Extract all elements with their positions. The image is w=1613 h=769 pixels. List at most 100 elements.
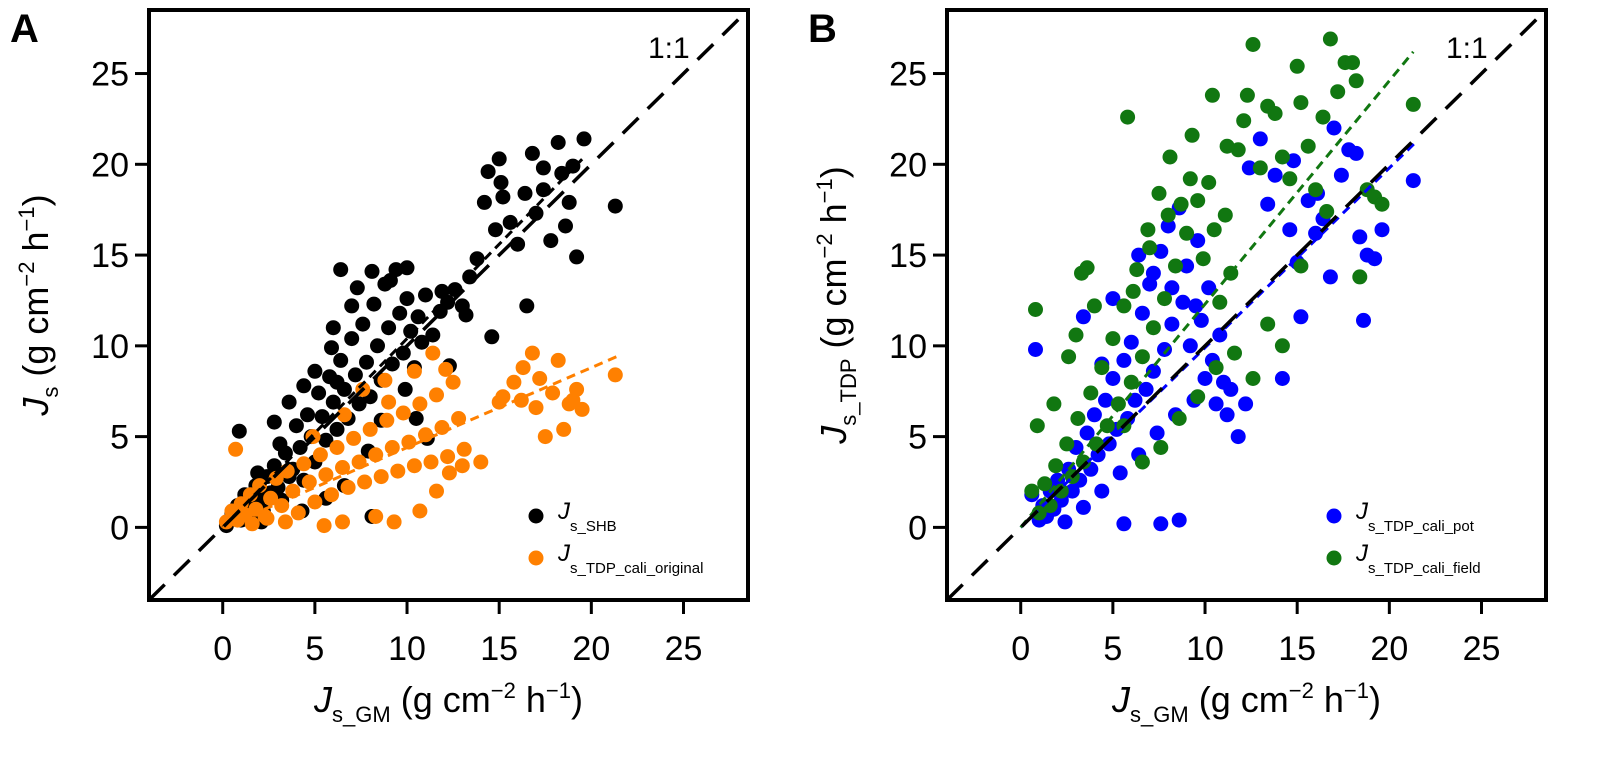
x-tick-label: 0	[1011, 630, 1030, 668]
y-label-units: (g cm	[15, 287, 56, 387]
data-point	[401, 434, 417, 450]
data-point	[329, 421, 345, 437]
data-point	[1175, 294, 1191, 310]
data-point	[550, 135, 566, 150]
series-J_s_TDP_cali_original	[218, 345, 623, 534]
data-point	[528, 400, 544, 416]
data-point	[1037, 476, 1053, 492]
data-point	[1112, 465, 1128, 481]
data-point	[1179, 225, 1195, 241]
x-label-sup: −2	[491, 678, 516, 703]
data-point	[1236, 113, 1252, 129]
data-point	[1151, 185, 1167, 201]
data-point	[1348, 145, 1364, 161]
data-point	[231, 423, 247, 439]
legend-label-sub: s_TDP_cali_pot	[1368, 518, 1475, 535]
data-point	[1352, 229, 1368, 245]
data-point	[1405, 96, 1421, 112]
data-point	[318, 432, 334, 448]
data-point	[1028, 302, 1043, 317]
data-point	[1367, 251, 1383, 267]
data-point	[1217, 207, 1233, 223]
data-point	[1230, 429, 1246, 445]
data-point	[1061, 349, 1077, 365]
data-point	[1120, 109, 1136, 125]
data-point	[458, 307, 474, 323]
data-point	[550, 352, 566, 368]
data-point	[263, 490, 279, 506]
data-point	[349, 280, 365, 296]
x-axis-title: Js_GM (g cm−2 h−1)	[1111, 678, 1381, 727]
x-axis-label: Js_GM (g cm−2 h−1)	[1111, 678, 1381, 727]
data-point	[1241, 160, 1257, 176]
data-point	[1125, 283, 1141, 299]
data-point	[359, 354, 374, 370]
data-point	[1145, 363, 1161, 379]
data-point	[1157, 291, 1172, 307]
data-point	[1138, 381, 1154, 397]
data-point	[1123, 334, 1139, 350]
data-point	[1075, 499, 1091, 515]
data-point	[1219, 138, 1235, 154]
data-point	[366, 296, 382, 312]
data-point	[1029, 418, 1045, 434]
data-point	[445, 374, 461, 390]
data-point	[1134, 305, 1150, 321]
data-point	[300, 407, 315, 423]
data-point	[1110, 396, 1126, 412]
data-point	[1300, 138, 1316, 154]
data-point	[301, 474, 317, 490]
fit-line-J_s_TDP_cali_original	[222, 354, 620, 529]
x-label-close: )	[571, 679, 583, 720]
data-point	[1116, 298, 1132, 314]
data-point	[1245, 371, 1261, 386]
data-point	[1086, 407, 1102, 423]
data-point	[1267, 106, 1283, 121]
x-label-units-end: h	[1314, 679, 1344, 720]
y-tick-label: 25	[91, 56, 129, 94]
x-label-sup2: −1	[1344, 678, 1369, 703]
data-point	[1094, 483, 1110, 499]
data-point	[423, 454, 439, 470]
data-point	[1356, 312, 1371, 328]
data-point	[272, 436, 288, 452]
legend-marker	[1326, 508, 1342, 524]
y-label-close: )	[813, 166, 854, 178]
legend-label-main: J	[1355, 498, 1369, 525]
data-point	[333, 262, 349, 278]
plot-frame	[147, 8, 750, 602]
data-point	[377, 372, 393, 388]
data-point	[1184, 127, 1200, 143]
data-point	[325, 320, 341, 336]
one-to-one-label: 1:1	[648, 32, 690, 65]
data-point	[1101, 436, 1117, 452]
series-J_s_TDP_cali_pot	[1024, 120, 1421, 532]
data-point	[1142, 240, 1158, 256]
fit-lines	[1019, 50, 1419, 529]
data-point	[1028, 342, 1043, 357]
fit-line-J_s_TDP_cali_field	[1019, 50, 1415, 529]
legend-label-sub: s_TDP_cali_original	[570, 560, 703, 577]
data-point	[1168, 258, 1183, 274]
data-point	[1345, 55, 1360, 71]
data-point	[335, 514, 350, 530]
data-point	[1164, 316, 1180, 332]
data-point	[1086, 298, 1102, 314]
x-tick-label: 5	[305, 630, 324, 668]
data-point	[266, 414, 282, 430]
y-tick-label: 20	[91, 146, 129, 184]
data-point	[1308, 225, 1324, 241]
data-point	[1374, 196, 1390, 212]
data-point	[1219, 407, 1235, 423]
data-point	[1289, 58, 1305, 74]
plot-frame	[945, 8, 1548, 602]
data-points	[1024, 31, 1421, 532]
data-point	[517, 185, 533, 201]
data-point	[1405, 173, 1421, 189]
data-point	[438, 361, 454, 377]
data-point	[1322, 31, 1338, 47]
data-point	[607, 198, 623, 214]
y-tick-label: 15	[889, 237, 927, 275]
